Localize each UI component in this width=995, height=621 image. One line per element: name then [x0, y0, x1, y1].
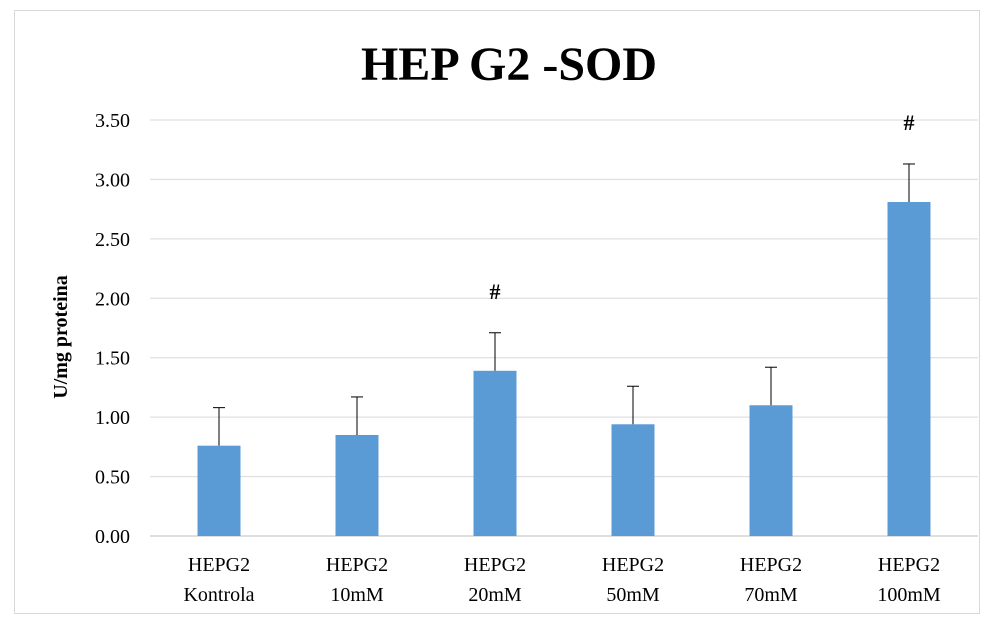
x-category-label: HEPG2	[188, 554, 250, 576]
x-category-label: HEPG2	[326, 554, 388, 576]
x-category-label: 100mM	[877, 584, 941, 606]
x-category-label: 20mM	[468, 584, 522, 606]
x-category-label: HEPG2	[464, 554, 526, 576]
x-category-label: HEPG2	[878, 554, 940, 576]
y-tick-label: 0.50	[95, 467, 130, 489]
y-axis-label: U/mg proteina	[50, 275, 72, 399]
significance-mark: #	[904, 110, 915, 135]
x-category-label: 10mM	[330, 584, 384, 606]
x-category-label: Kontrola	[183, 584, 254, 606]
y-tick-label: 2.50	[95, 229, 130, 251]
bar	[473, 370, 517, 536]
y-tick-label: 0.00	[95, 526, 130, 548]
x-category-labels: HEPG2 Kontrola HEPG2 10mM HEPG2 20mM HEPG2 50mM…	[183, 554, 940, 606]
y-tick-label: 2.00	[95, 288, 130, 310]
significance-marks: ##	[490, 110, 915, 304]
bar	[611, 424, 655, 536]
y-tick-label: 1.00	[95, 407, 130, 429]
y-tick-label: 3.50	[95, 110, 130, 132]
y-tick-label: 1.50	[95, 348, 130, 370]
gridlines	[150, 119, 978, 537]
y-tick-labels: 0.00 0.50 1.00 1.50 2.00 2.50 3.00 3.50	[95, 110, 130, 548]
bars	[197, 202, 931, 537]
y-tick-label: 3.00	[95, 169, 130, 191]
bar	[335, 434, 379, 536]
bar	[887, 202, 931, 537]
chart-title: HEP G2 -SOD	[361, 38, 657, 91]
x-category-label: 50mM	[606, 584, 660, 606]
x-category-label: HEPG2	[740, 554, 802, 576]
error-bars	[213, 163, 915, 446]
bar	[749, 405, 793, 536]
bar	[197, 445, 241, 536]
x-category-label: 70mM	[744, 584, 798, 606]
x-category-label: HEPG2	[602, 554, 664, 576]
significance-mark: #	[490, 279, 501, 304]
